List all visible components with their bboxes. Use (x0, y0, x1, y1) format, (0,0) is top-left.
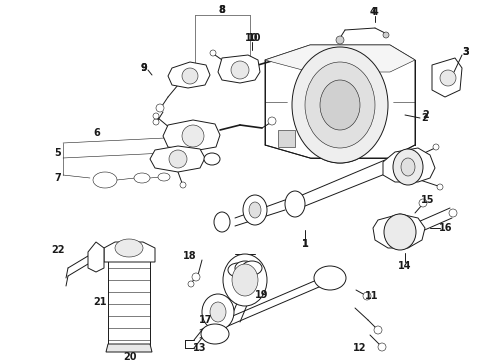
Circle shape (231, 61, 249, 79)
Polygon shape (150, 146, 205, 172)
Ellipse shape (158, 173, 170, 181)
Text: 20: 20 (123, 352, 137, 360)
Ellipse shape (204, 153, 220, 165)
Circle shape (153, 119, 159, 125)
Polygon shape (373, 214, 425, 248)
Text: 4: 4 (369, 7, 376, 17)
Ellipse shape (202, 294, 234, 330)
Circle shape (188, 281, 194, 287)
Text: 11: 11 (365, 291, 379, 301)
Polygon shape (104, 242, 155, 262)
Circle shape (363, 292, 371, 300)
Ellipse shape (249, 202, 261, 218)
Circle shape (419, 199, 427, 207)
Text: 2: 2 (421, 113, 428, 123)
Ellipse shape (210, 302, 226, 322)
Circle shape (182, 125, 204, 147)
Circle shape (180, 182, 186, 188)
Polygon shape (265, 45, 415, 158)
Ellipse shape (223, 254, 267, 306)
Text: 8: 8 (219, 5, 225, 15)
Text: 12: 12 (353, 343, 367, 353)
Ellipse shape (401, 158, 415, 176)
Text: 19: 19 (255, 290, 269, 300)
Text: 1: 1 (302, 239, 308, 249)
Circle shape (169, 150, 187, 168)
Circle shape (449, 209, 457, 217)
Circle shape (433, 144, 439, 150)
Polygon shape (88, 242, 104, 272)
Text: 22: 22 (51, 245, 65, 255)
Text: 5: 5 (54, 148, 61, 158)
Ellipse shape (235, 261, 255, 275)
Ellipse shape (214, 212, 230, 232)
Text: 13: 13 (193, 343, 207, 353)
Text: 10: 10 (248, 33, 262, 43)
Circle shape (440, 70, 456, 86)
Text: 6: 6 (94, 128, 100, 138)
Text: 1: 1 (302, 239, 308, 249)
Polygon shape (383, 148, 435, 182)
Polygon shape (163, 120, 220, 151)
Ellipse shape (201, 324, 229, 344)
Circle shape (182, 68, 198, 84)
Text: 4: 4 (371, 7, 378, 17)
Text: 9: 9 (141, 63, 147, 73)
Circle shape (192, 273, 200, 281)
Circle shape (336, 36, 344, 44)
Circle shape (156, 104, 164, 112)
Text: 8: 8 (219, 5, 225, 15)
Circle shape (437, 184, 443, 190)
Text: 9: 9 (141, 63, 147, 73)
Ellipse shape (314, 266, 346, 290)
Circle shape (210, 50, 216, 56)
Polygon shape (265, 45, 415, 72)
Text: 3: 3 (463, 47, 469, 57)
Text: 17: 17 (199, 315, 213, 325)
Text: 7: 7 (54, 173, 61, 183)
Text: 3: 3 (463, 47, 469, 57)
Circle shape (268, 117, 276, 125)
Ellipse shape (384, 214, 416, 250)
Ellipse shape (393, 149, 423, 185)
Ellipse shape (232, 264, 258, 296)
Ellipse shape (242, 261, 262, 275)
Polygon shape (432, 58, 462, 97)
Ellipse shape (305, 62, 375, 148)
Circle shape (378, 343, 386, 351)
Circle shape (153, 113, 159, 119)
Polygon shape (108, 258, 150, 345)
Ellipse shape (285, 191, 305, 217)
Ellipse shape (320, 80, 360, 130)
Ellipse shape (115, 239, 143, 257)
Text: 10: 10 (245, 33, 259, 43)
Polygon shape (168, 62, 210, 88)
Polygon shape (278, 130, 295, 147)
Text: 15: 15 (421, 195, 435, 205)
Text: 21: 21 (93, 297, 107, 307)
Circle shape (374, 326, 382, 334)
Polygon shape (106, 344, 152, 352)
Text: 16: 16 (439, 223, 453, 233)
Text: 14: 14 (398, 261, 412, 271)
Text: 2: 2 (423, 110, 429, 120)
Ellipse shape (134, 173, 150, 183)
Text: 18: 18 (183, 251, 197, 261)
Ellipse shape (292, 47, 388, 163)
Circle shape (383, 32, 389, 38)
Ellipse shape (228, 263, 248, 277)
Polygon shape (218, 55, 260, 83)
Ellipse shape (243, 195, 267, 225)
